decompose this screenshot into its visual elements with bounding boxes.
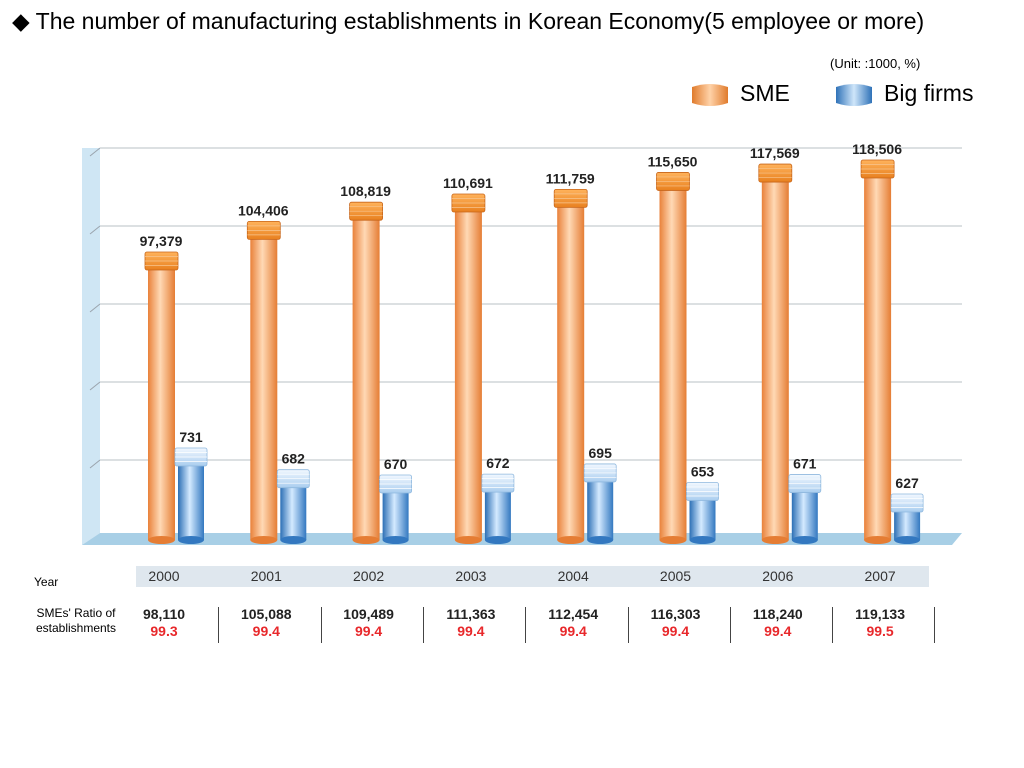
year-label: 2005 (659, 568, 692, 584)
legend-label-sme: SME (740, 80, 790, 106)
year-label: 2007 (864, 568, 896, 584)
column-separator (422, 607, 424, 643)
legend-swatch-big (836, 83, 872, 106)
total-value: 98,110 (142, 606, 186, 622)
column-separator (832, 607, 834, 643)
gridline-tick (89, 303, 101, 313)
gridline-tick (89, 459, 101, 469)
column-separator (627, 607, 629, 643)
data-label-big: 627 (895, 475, 919, 491)
summary-cell: 119,133 99.5 (829, 605, 931, 639)
total-value: 109,489 (343, 606, 394, 622)
sme-ratio-value: 99.4 (764, 623, 792, 639)
data-label-sme: 108,819 (340, 183, 391, 199)
unit-label: (Unit: :1000, %) (830, 56, 921, 71)
bar-big (791, 490, 818, 540)
legend-swatch-sme (692, 83, 728, 106)
row-label-year: Year (34, 575, 59, 589)
summary-cell: 111,363 99.4 (420, 605, 522, 639)
total-value: 111,363 (446, 606, 496, 622)
bar-sme (557, 205, 585, 540)
total-value: 105,088 (240, 606, 292, 622)
column-separator (320, 607, 322, 643)
data-label-sme: 115,650 (648, 153, 698, 169)
plot-floor (82, 533, 962, 545)
column-separator (218, 607, 220, 643)
column-separator (729, 607, 731, 643)
bar-sme (148, 268, 175, 540)
summary-cell: 109,489 99.4 (318, 605, 420, 639)
bar-big (280, 485, 307, 540)
gridline-tick (89, 381, 101, 391)
data-label-sme: 110,691 (443, 175, 493, 191)
data-label-big: 682 (282, 451, 306, 467)
bar-big (178, 464, 204, 540)
year-label: 2003 (455, 568, 487, 584)
bar-sme (250, 237, 278, 541)
row-label-ratio: SMEs' Ratio of establishments (35, 606, 117, 635)
data-label-big: 695 (589, 445, 613, 461)
data-label-big: 671 (793, 456, 817, 472)
data-label-big: 653 (691, 464, 715, 480)
bar-big (894, 510, 921, 540)
bar-sme (454, 210, 482, 540)
bars: 97,379 731 104,406 682 108,819 670 110,691 672 1… (140, 141, 924, 544)
sme-ratio-value: 99.5 (866, 623, 894, 639)
sme-ratio-value: 99.4 (559, 623, 587, 639)
bar-big (382, 490, 409, 540)
legend-item-big: Big firms (834, 80, 973, 107)
data-label-sme: 97,379 (140, 233, 183, 249)
bar-big (587, 479, 614, 540)
summary-cell: 112,454 99.4 (522, 605, 624, 639)
data-label-sme: 117,569 (750, 145, 800, 161)
data-label-big: 670 (384, 456, 408, 472)
total-value: 116,303 (650, 606, 701, 622)
gridline-tick (89, 147, 101, 157)
data-label-sme: 118,506 (852, 141, 902, 157)
total-value: 112,454 (548, 606, 599, 622)
bar-sme (659, 188, 687, 541)
year-label: 2000 (148, 568, 180, 584)
bar-sme (352, 218, 380, 541)
bar-big (484, 490, 511, 540)
bar-sme (864, 176, 892, 540)
sme-ratio-value: 99.3 (150, 623, 178, 639)
year-band (136, 566, 929, 587)
sme-ratio-value: 99.4 (354, 623, 383, 639)
data-label-sme: 104,406 (238, 202, 289, 218)
chart-title: ◆ The number of manufacturing establishm… (12, 8, 925, 34)
sme-ratio-value: 99.4 (252, 623, 280, 639)
legend-label-big: Big firms (884, 80, 974, 106)
plot-area (82, 148, 962, 545)
year-label: 2004 (557, 568, 589, 584)
year-label: 2006 (762, 568, 794, 584)
bar-sme (761, 180, 789, 541)
year-label: 2001 (250, 568, 282, 584)
year-label: 2002 (353, 568, 385, 584)
sme-ratio-value: 99.4 (661, 623, 690, 639)
total-value: 118,240 (752, 606, 803, 622)
plot-left-wall (82, 148, 100, 545)
bar-big (689, 498, 716, 540)
legend-item-sme: SME (690, 80, 790, 107)
total-value: 119,133 (855, 606, 906, 622)
summary-cell: 98,110 99.3 (113, 605, 215, 639)
sme-ratio-value: 99.4 (457, 623, 485, 639)
data-label-big: 672 (486, 455, 510, 471)
column-separator (525, 607, 527, 643)
gridlines (89, 147, 962, 469)
column-separator (934, 607, 936, 643)
gridline-tick (89, 225, 101, 235)
data-label-big: 731 (179, 429, 203, 445)
summary-cell: 118,240 99.4 (727, 605, 829, 639)
summary-cell: 116,303 99.4 (625, 605, 727, 639)
summary-cell: 105,088 99.4 (215, 605, 317, 639)
data-label-sme: 111,759 (546, 170, 595, 186)
